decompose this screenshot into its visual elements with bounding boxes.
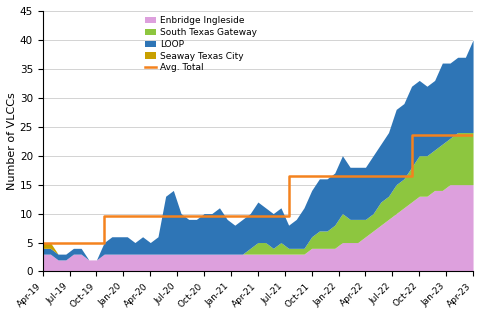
Legend: Enbridge Ingleside, South Texas Gateway, LOOP, Seaway Texas City, Avg. Total: Enbridge Ingleside, South Texas Gateway,… xyxy=(142,13,261,76)
Y-axis label: Number of VLCCs: Number of VLCCs xyxy=(7,92,17,190)
